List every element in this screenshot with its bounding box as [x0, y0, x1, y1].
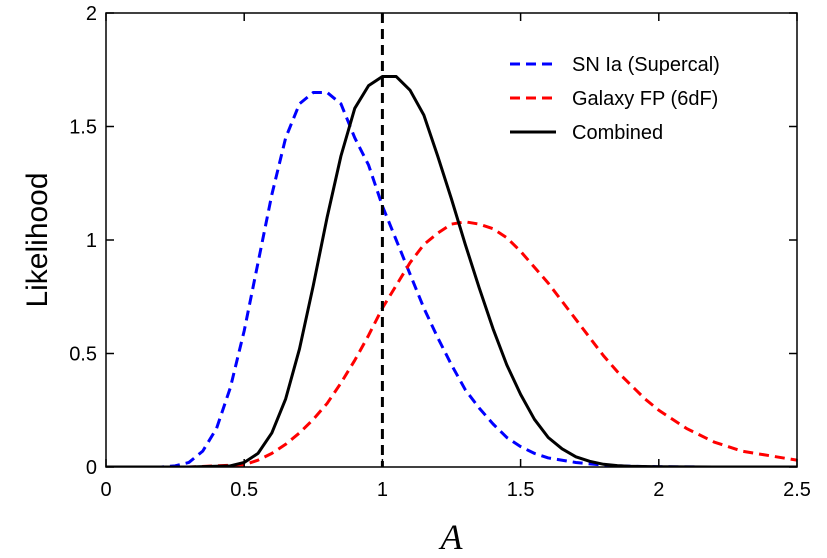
- x-tick-label: 0: [100, 479, 111, 501]
- y-tick-label: 1.5: [69, 117, 97, 139]
- x-tick-label: 1: [377, 479, 388, 501]
- legend-entry: Galaxy FP (6dF): [572, 88, 718, 110]
- y-tick-label: 0.5: [69, 344, 97, 366]
- x-tick-label: 2: [653, 479, 664, 501]
- legend: SN Ia (Supercal) Galaxy FP (6dF) Combined: [510, 54, 720, 144]
- y-axis-label: Likelihood: [21, 172, 54, 307]
- y-tick-label: 2: [86, 3, 97, 25]
- series-line-2: [106, 75, 797, 467]
- x-tick-label: 1.5: [507, 479, 535, 501]
- y-tick-label: 1: [86, 230, 97, 252]
- axes-layer: [105, 12, 798, 468]
- x-tick-label: 0.5: [230, 479, 258, 501]
- x-tick-label: 2.5: [783, 479, 811, 501]
- ticks-layer: 0 0.5 1 1.5 2 2.5 0 0.5 1 1.5 2: [69, 3, 811, 501]
- legend-entry: SN Ia (Supercal): [572, 54, 720, 76]
- axes-box: [105, 12, 798, 468]
- series-line-1: [106, 220, 797, 467]
- x-axis-label: A: [439, 517, 464, 557]
- y-tick-label: 0: [86, 457, 97, 479]
- legend-entry: Combined: [572, 122, 663, 144]
- series-layer: [106, 75, 797, 467]
- series-line-0: [106, 90, 797, 467]
